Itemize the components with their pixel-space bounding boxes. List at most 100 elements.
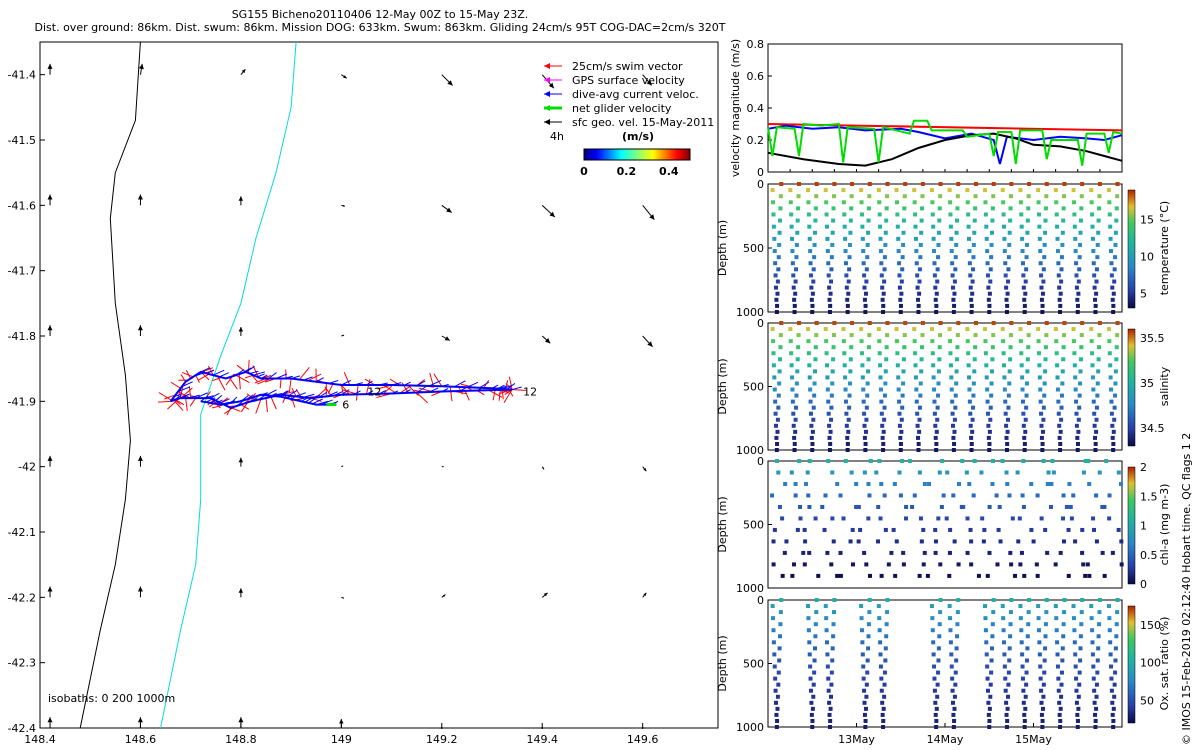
sfc-vector-head <box>342 204 345 207</box>
temperature-point <box>861 249 866 254</box>
temperature-point <box>796 206 801 211</box>
chl-a-point <box>803 539 808 544</box>
chl-a-point <box>1081 562 1086 567</box>
temperature-point <box>826 273 831 278</box>
oxygen-point <box>1092 700 1097 705</box>
chl-a-point <box>997 504 1002 509</box>
oxygen-point <box>951 712 956 717</box>
temperature-point <box>969 297 974 302</box>
temperature-point <box>829 279 834 284</box>
chl-a-point <box>981 539 986 544</box>
salinity-point <box>1037 363 1042 368</box>
oxygen-colorbar <box>1127 605 1136 724</box>
temperature-point <box>1036 212 1041 217</box>
temperature-point <box>932 249 937 254</box>
temperature-point <box>864 279 869 284</box>
swim-vector <box>508 376 513 390</box>
sfc-vector-head <box>241 69 246 74</box>
salinity-point <box>916 441 921 446</box>
oxygen-cbar-tick-label: 50 <box>1140 694 1154 707</box>
salinity-point <box>1043 357 1048 362</box>
oxygen-point <box>861 664 866 669</box>
current-vector <box>210 398 220 404</box>
salinity-point <box>772 387 777 392</box>
salinity-point <box>810 441 815 446</box>
temperature-point <box>1060 230 1065 235</box>
salinity-point <box>1106 327 1111 332</box>
current-vector <box>441 388 449 392</box>
sfc-vector-head <box>444 336 450 341</box>
temperature-point <box>1057 297 1062 302</box>
oxygen-point <box>829 682 834 687</box>
current-vector <box>416 380 426 387</box>
oxygen-point <box>1024 670 1029 675</box>
salinity-point <box>1073 375 1078 380</box>
temperature-y-tick-label: 0 <box>757 178 764 191</box>
oxygen-point <box>1091 676 1096 681</box>
oxygen-point <box>932 676 937 681</box>
current-vector <box>280 390 288 396</box>
temperature-point <box>861 261 866 266</box>
salinity-point <box>1074 423 1079 428</box>
salinity-point <box>793 417 798 422</box>
chl-a-point <box>889 550 894 555</box>
isobath-200m-line <box>79 41 141 729</box>
salinity-point <box>864 405 869 410</box>
temperature-point <box>859 200 864 205</box>
chl-a-frame <box>767 460 1123 589</box>
oxygen-point <box>953 670 958 675</box>
oxygen-point <box>1018 616 1023 621</box>
chl-a-point <box>897 470 902 475</box>
salinity-point <box>968 423 973 428</box>
sfc-vector-head <box>646 80 652 86</box>
temperature-point <box>1094 267 1099 272</box>
oxygen-point <box>1008 622 1013 627</box>
salinity-colorbar <box>1127 328 1136 447</box>
salinity-point <box>990 345 995 350</box>
oxygen-point <box>1002 652 1007 657</box>
salinity-point <box>971 381 976 386</box>
chl-a-point <box>996 527 1001 532</box>
current-vector <box>391 382 402 386</box>
swim-vector <box>433 373 443 387</box>
salinity-point <box>1004 435 1009 440</box>
temperature-cbar-label: temperature (°C) <box>1158 201 1171 295</box>
chl-a-point <box>1008 550 1013 555</box>
salinity-point <box>794 381 799 386</box>
temperature-point <box>1060 242 1065 247</box>
temperature-point <box>1095 242 1100 247</box>
temperature-point <box>1022 297 1027 302</box>
temperature-point <box>1074 273 1079 278</box>
temperature-point <box>806 212 811 217</box>
temperature-point <box>971 267 976 272</box>
temperature-point <box>878 224 883 229</box>
temperature-point <box>1043 230 1048 235</box>
chl-a-point <box>1049 481 1054 486</box>
temperature-point <box>842 212 847 217</box>
salinity-point <box>882 405 887 410</box>
sfc-vector-head <box>548 82 554 89</box>
chl-a-point <box>994 493 999 498</box>
salinity-point <box>1073 387 1078 392</box>
current-vector <box>378 390 387 395</box>
chl-a-point <box>1015 470 1020 475</box>
temperature-point <box>951 310 956 314</box>
oxygen-point <box>952 718 957 723</box>
salinity-point <box>913 363 918 368</box>
sfc-vector-head <box>47 194 53 200</box>
salinity-point <box>1076 429 1081 434</box>
salinity-point <box>1108 363 1113 368</box>
temperature-point <box>864 267 869 272</box>
salinity-point <box>894 339 899 344</box>
temperature-point <box>1008 218 1013 223</box>
temperature-point <box>788 188 793 193</box>
chl-a-point <box>1119 539 1124 544</box>
temperature-point <box>1008 194 1013 199</box>
temperature-point <box>931 236 936 241</box>
oxygen-point <box>1073 664 1078 669</box>
salinity-point <box>845 448 850 452</box>
current-vector <box>240 400 250 406</box>
oxygen-point <box>771 616 776 621</box>
current-vector <box>177 386 190 392</box>
temperature-point <box>1110 297 1115 302</box>
